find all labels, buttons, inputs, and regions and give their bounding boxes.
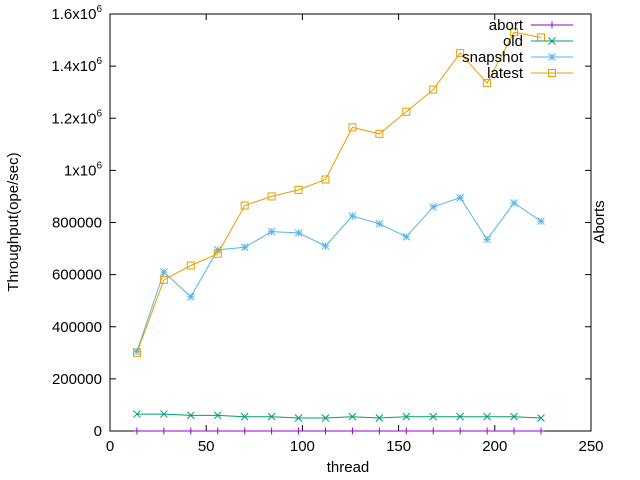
legend-marker-abort <box>548 21 556 29</box>
data-point-abort <box>510 427 518 435</box>
data-point-snapshot <box>375 219 384 228</box>
data-point-latest <box>402 107 411 116</box>
data-point-latest <box>132 348 141 357</box>
data-point-snapshot <box>537 217 545 226</box>
data-point-old <box>321 414 330 422</box>
data-point-old <box>348 412 357 421</box>
data-point-snapshot <box>429 203 438 211</box>
data-point-latest <box>294 185 303 194</box>
data-point-latest <box>510 28 519 37</box>
data-point-latest <box>240 201 249 210</box>
data-point-old <box>456 412 465 421</box>
legend-marker-old <box>548 37 556 45</box>
legend-marker-latest <box>548 69 556 77</box>
data-point-snapshot <box>456 193 465 202</box>
data-point-snapshot <box>348 212 357 220</box>
data-point-abort <box>483 427 491 435</box>
data-point-abort <box>268 427 276 435</box>
y-tick-label: 800000 <box>52 215 102 232</box>
data-point-abort <box>241 427 249 435</box>
axis-ticks: 0 50 100 150 200 250 0 200000 400000 600000 800000… <box>51 4 603 455</box>
y-tick-label: 400000 <box>52 319 102 336</box>
data-point-old <box>160 410 168 418</box>
data-point-old <box>294 414 303 422</box>
data-point-snapshot <box>186 292 195 301</box>
data-point-snapshot <box>483 235 491 244</box>
data-point-old <box>133 410 141 418</box>
data-point-latest <box>267 192 276 201</box>
series-snapshot <box>133 193 545 356</box>
data-point-abort <box>295 427 303 435</box>
data-point-latest <box>186 261 195 270</box>
data-point-abort <box>133 427 141 435</box>
data-point-old <box>375 414 384 422</box>
y-tick-label: 0 <box>94 423 102 440</box>
data-point-old <box>537 414 545 422</box>
x-tick-label: 200 <box>482 438 507 455</box>
data-point-abort <box>187 427 195 435</box>
series-abort <box>133 427 545 435</box>
data-point-snapshot <box>402 232 411 241</box>
data-point-latest <box>456 49 465 58</box>
legend-label-abort: abort <box>489 17 524 34</box>
y-tick-label: 1x106 <box>64 160 103 179</box>
x-tick-label: 50 <box>198 438 215 455</box>
data-point-latest <box>375 129 384 138</box>
y-tick-label: 1.2x106 <box>51 108 102 127</box>
series-latest <box>132 28 545 357</box>
data-point-old <box>186 411 195 420</box>
data-point-abort <box>160 427 168 435</box>
data-point-snapshot <box>160 268 168 276</box>
x-tick-label: 150 <box>386 438 411 455</box>
data-point-latest <box>159 275 168 284</box>
x-tick-label: 0 <box>106 438 114 455</box>
series-line-latest <box>136 31 542 353</box>
data-point-abort <box>402 427 410 435</box>
series-old <box>133 410 545 422</box>
y2-axis-label: Aborts <box>591 200 608 243</box>
series-line-snapshot <box>136 197 542 352</box>
data-point-latest <box>483 79 492 88</box>
x-axis-label: thread <box>327 459 370 476</box>
data-point-old <box>483 412 491 421</box>
data-point-old <box>240 412 249 421</box>
y-tick-label: 600000 <box>52 267 102 284</box>
data-point-snapshot <box>267 227 276 236</box>
data-point-old <box>510 412 518 421</box>
data-point-snapshot <box>510 199 518 207</box>
data-point-snapshot <box>321 242 330 250</box>
data-point-abort <box>456 427 464 435</box>
data-point-snapshot <box>240 243 249 252</box>
data-point-latest <box>213 249 222 258</box>
data-point-abort <box>214 427 222 435</box>
data-point-old <box>429 412 438 421</box>
y-tick-label: 1.6x106 <box>51 4 102 23</box>
x-tick-label: 250 <box>578 438 603 455</box>
data-point-abort <box>321 427 329 435</box>
data-point-abort <box>348 427 356 435</box>
data-point-latest <box>321 175 330 184</box>
data-point-abort <box>537 427 545 435</box>
data-point-old <box>402 412 411 421</box>
data-point-abort <box>429 427 437 435</box>
y-axis-label: Throughput(ope/sec) <box>5 152 22 291</box>
data-point-snapshot <box>294 229 303 237</box>
data-point-latest <box>429 85 438 94</box>
x-tick-label: 100 <box>290 438 315 455</box>
data-point-old <box>267 412 276 421</box>
data-point-abort <box>375 427 383 435</box>
legend-label-snapshot: snapshot <box>462 49 524 66</box>
data-point-latest <box>348 123 357 132</box>
data-point-old <box>213 411 222 420</box>
series-group <box>132 28 545 435</box>
legend-marker-snapshot <box>548 53 556 61</box>
legend-label-latest: latest <box>487 65 524 82</box>
series-line-old <box>136 413 542 419</box>
legend-label-old: old <box>503 33 523 50</box>
y-tick-label: 1.4x106 <box>51 56 102 75</box>
y-tick-label: 200000 <box>52 371 102 388</box>
